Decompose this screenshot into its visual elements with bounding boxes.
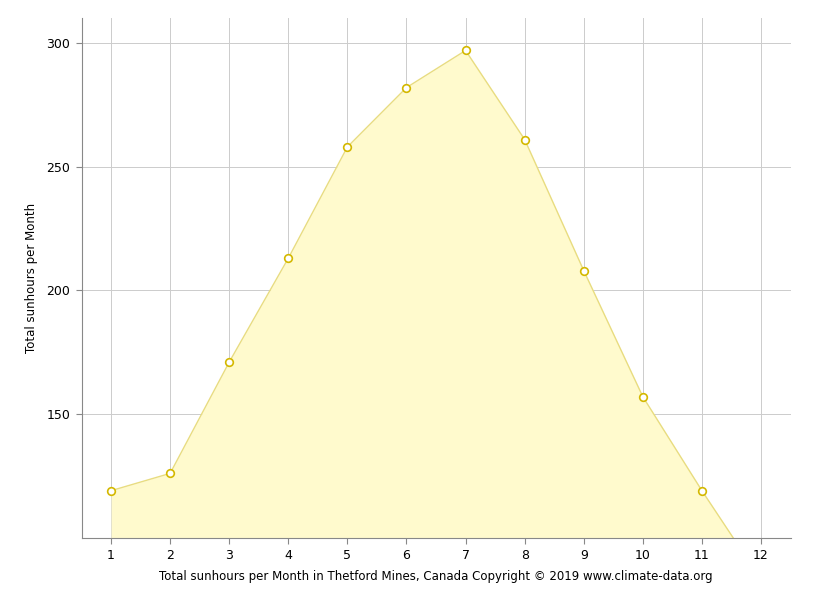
- X-axis label: Total sunhours per Month in Thetford Mines, Canada Copyright © 2019 www.climate-: Total sunhours per Month in Thetford Min…: [159, 570, 713, 583]
- Y-axis label: Total sunhours per Month: Total sunhours per Month: [25, 203, 38, 353]
